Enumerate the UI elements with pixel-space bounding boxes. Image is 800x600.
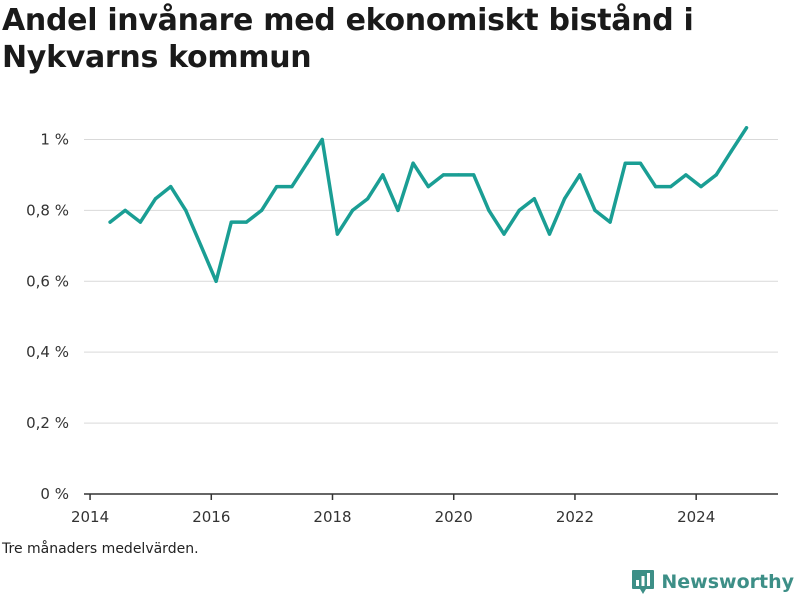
data-point	[244, 220, 249, 224]
y-tick-label: 0,4 %	[26, 343, 69, 361]
newsworthy-brand: Newsworthy	[631, 568, 794, 596]
data-point	[335, 232, 339, 236]
footnote: Tre månaders medelvärden.	[2, 541, 199, 557]
y-tick-label: 0,2 %	[26, 414, 69, 432]
y-tick-label: 0,8 %	[26, 201, 69, 219]
data-point	[623, 161, 627, 165]
x-tick-label: 2014	[71, 508, 109, 526]
x-axis-ticks	[89, 494, 697, 500]
data-point	[532, 197, 536, 201]
brand-name: Newsworthy	[661, 571, 794, 593]
x-axis-labels: 2014 2016 2018 2020 2022 2024	[71, 508, 715, 526]
data-point	[426, 185, 430, 189]
data-point	[547, 232, 552, 236]
data-point	[744, 126, 749, 130]
data-point	[275, 185, 279, 189]
y-tick-label: 0 %	[40, 485, 69, 503]
data-point	[305, 161, 309, 165]
data-point	[169, 185, 173, 189]
data-point	[729, 149, 733, 153]
y-tick-label: 1 %	[40, 130, 69, 148]
data-point	[259, 208, 264, 212]
chart-title: Andel invånare med ekonomiskt bistånd i …	[2, 3, 694, 75]
data-point	[320, 137, 324, 142]
data-point	[229, 220, 233, 224]
data-point	[381, 173, 385, 177]
newsworthy-logo-icon	[632, 570, 655, 594]
data-point	[699, 185, 703, 189]
data-point	[593, 208, 597, 212]
data-point	[214, 279, 218, 283]
data-point	[184, 208, 188, 212]
data-point	[456, 173, 461, 177]
x-tick-label: 2016	[192, 508, 230, 526]
data-point	[472, 173, 476, 177]
y-axis-labels: 0 % 0,2 % 0,4 % 0,6 % 0,8 % 1 %	[26, 130, 69, 503]
data-point	[199, 244, 203, 248]
x-tick-label: 2024	[677, 508, 715, 526]
series-line	[108, 126, 749, 284]
data-point	[108, 220, 112, 224]
data-point	[350, 208, 355, 212]
data-point	[563, 197, 567, 201]
data-point	[487, 208, 491, 212]
data-point	[290, 185, 294, 189]
data-point	[411, 161, 415, 165]
data-points	[108, 126, 749, 283]
gridlines	[84, 138, 778, 424]
x-tick-label: 2020	[435, 508, 473, 526]
data-point	[441, 173, 446, 177]
data-point	[684, 173, 688, 177]
x-tick-label: 2022	[556, 508, 594, 526]
data-point	[396, 208, 400, 212]
data-point	[517, 208, 521, 212]
data-point	[153, 197, 158, 201]
data-point	[502, 232, 506, 236]
y-tick-label: 0,6 %	[26, 272, 69, 290]
data-point	[138, 220, 142, 224]
data-point	[638, 161, 643, 165]
data-point	[366, 197, 370, 201]
data-point	[123, 208, 127, 212]
data-point	[653, 185, 658, 189]
x-tick-label: 2018	[313, 508, 351, 526]
data-point	[578, 173, 582, 177]
data-point	[669, 185, 673, 189]
data-point	[714, 173, 718, 177]
data-point	[608, 220, 612, 224]
